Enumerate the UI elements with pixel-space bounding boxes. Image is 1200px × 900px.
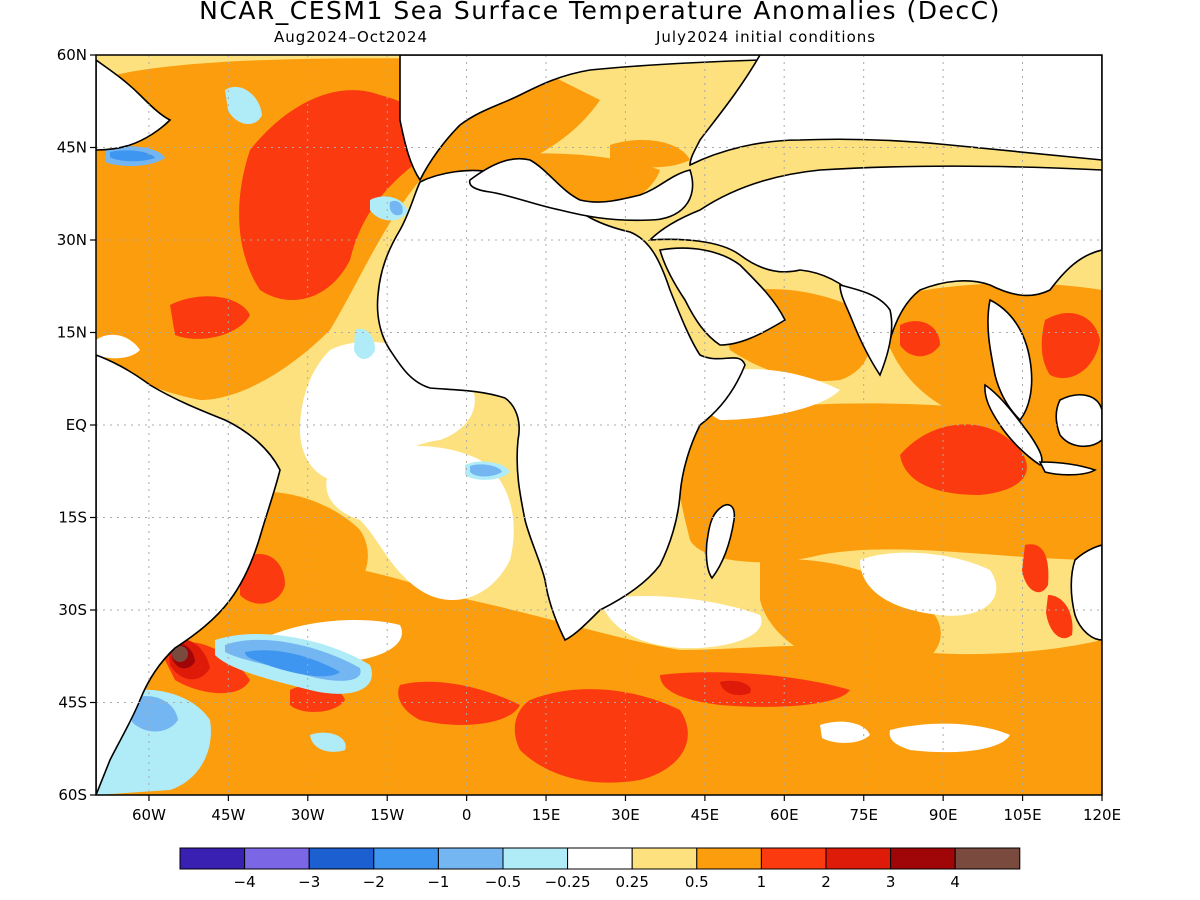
lon-label-45E: 45E bbox=[691, 806, 720, 824]
colorbar-label: −4 bbox=[234, 873, 256, 891]
colorbar-swatch bbox=[890, 847, 956, 870]
initial-conditions: July2024 initial conditions bbox=[656, 28, 877, 46]
colorbar-swatch bbox=[502, 847, 569, 870]
borneo-coastline bbox=[1055, 394, 1102, 448]
colorbar-label: 1 bbox=[757, 873, 767, 891]
lon-label-30W: 30W bbox=[291, 806, 325, 824]
land-mask bbox=[96, 55, 1102, 795]
colorbar bbox=[179, 847, 1021, 870]
colorbar-label: 0.5 bbox=[685, 873, 709, 891]
lon-label-15W: 15W bbox=[370, 806, 404, 824]
asia-coastline bbox=[647, 55, 1102, 361]
colorbar-swatch bbox=[308, 847, 375, 870]
lat-label-45S: 45S bbox=[58, 694, 87, 712]
colorbar-label: −2 bbox=[363, 873, 385, 891]
colorbar-labels: −4 −3 −2 −1 −0.5 −0.25 0.25 0.5 1 2 3 4 bbox=[234, 873, 960, 891]
colorbar-label: −1 bbox=[427, 873, 449, 891]
colorbar-swatch bbox=[567, 847, 633, 870]
lon-label-15E: 15E bbox=[532, 806, 561, 824]
lon-label-0: 0 bbox=[462, 806, 472, 824]
colorbar-label: −0.25 bbox=[545, 873, 591, 891]
java-coastline bbox=[1038, 461, 1097, 476]
colorbar-label: 0.25 bbox=[615, 873, 648, 891]
lon-label-60W: 60W bbox=[132, 806, 166, 824]
lon-label-75E: 75E bbox=[849, 806, 878, 824]
field-red bbox=[160, 66, 1100, 783]
colorbar-swatch bbox=[954, 847, 1021, 870]
colorbar-swatch bbox=[696, 847, 762, 870]
field-brown bbox=[172, 646, 188, 662]
field-blue bbox=[110, 150, 340, 677]
lat-label-30N: 30N bbox=[57, 231, 87, 249]
colorbar-swatch bbox=[631, 847, 698, 870]
map-title: NCAR_CESM1 Sea Surface Temperature Anoma… bbox=[199, 0, 1001, 25]
lon-label-105E: 105E bbox=[1004, 806, 1042, 824]
lon-label-120E: 120E bbox=[1083, 806, 1121, 824]
europe-coastline bbox=[399, 55, 761, 222]
africa-coastline bbox=[376, 169, 746, 642]
lon-label-45W: 45W bbox=[211, 806, 245, 824]
arabia-coastline bbox=[658, 247, 787, 346]
colorbar-label: −0.5 bbox=[485, 873, 521, 891]
australia-coastline bbox=[1070, 544, 1102, 641]
lon-label-30E: 30E bbox=[611, 806, 640, 824]
colorbar-label: 4 bbox=[950, 873, 960, 891]
lat-label-60S: 60S bbox=[58, 786, 87, 804]
lon-label-60E: 60E bbox=[770, 806, 799, 824]
grid-lines bbox=[96, 55, 1102, 795]
colorbar-swatch bbox=[437, 847, 504, 870]
colorbar-swatch bbox=[760, 847, 827, 870]
axis-ticks bbox=[90, 54, 1103, 801]
colorbar-label: −3 bbox=[298, 873, 320, 891]
lat-label-60N: 60N bbox=[57, 46, 87, 64]
forecast-period: Aug2024–Oct2024 bbox=[274, 28, 429, 46]
colorbar-label: 3 bbox=[886, 873, 896, 891]
lat-label-EQ: EQ bbox=[66, 416, 87, 434]
south-america-coastline bbox=[96, 59, 281, 795]
colorbar-label: 2 bbox=[821, 873, 831, 891]
madagascar-coastline bbox=[705, 504, 736, 580]
colorbar-swatch bbox=[373, 847, 439, 870]
lon-label-90E: 90E bbox=[929, 806, 958, 824]
lat-label-45N: 45N bbox=[57, 139, 87, 157]
latitude-labels: 60N 45N 30N 15N EQ 15S 30S 45S 60S bbox=[57, 46, 87, 804]
colorbar-swatch bbox=[244, 847, 310, 870]
indochina-coastline bbox=[987, 298, 1033, 422]
lat-label-30S: 30S bbox=[58, 601, 87, 619]
longitude-labels: 60W 45W 30W 15W 0 15E 30E 45E 60E 75E 90E 105E 120E bbox=[132, 806, 1121, 824]
india-coastline bbox=[839, 283, 893, 377]
colorbar-swatch bbox=[179, 847, 246, 870]
lat-label-15S: 15S bbox=[58, 509, 87, 527]
lat-label-15N: 15N bbox=[57, 324, 87, 342]
colorbar-swatch bbox=[825, 847, 892, 870]
